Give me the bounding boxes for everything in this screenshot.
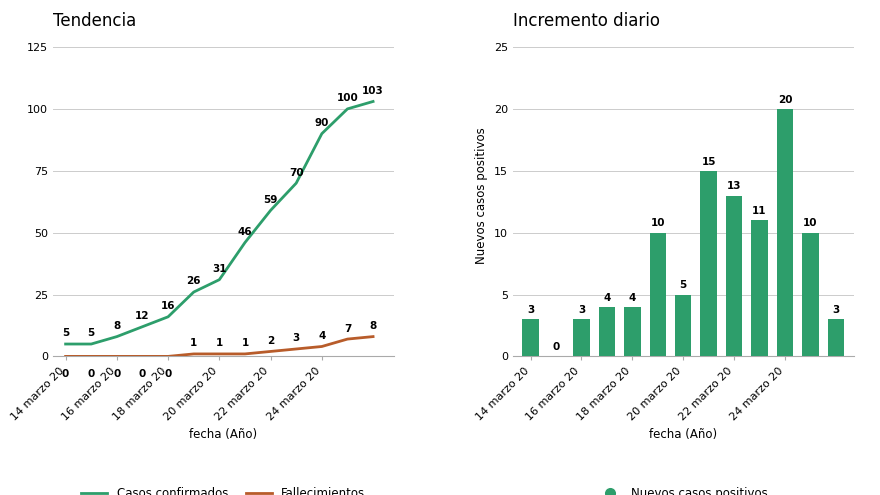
Text: 8: 8 — [370, 321, 377, 331]
Text: 1: 1 — [216, 339, 223, 348]
Text: 11: 11 — [752, 206, 766, 216]
Bar — [675, 295, 692, 356]
Text: 5: 5 — [679, 280, 687, 291]
Bar — [777, 109, 793, 356]
Text: 26: 26 — [187, 277, 201, 287]
Legend: Nuevos casos positivos: Nuevos casos positivos — [594, 483, 773, 495]
Text: 16: 16 — [161, 301, 175, 311]
Text: 0: 0 — [165, 369, 172, 379]
Text: 0: 0 — [553, 342, 560, 352]
Text: 3: 3 — [578, 305, 585, 315]
Text: 0: 0 — [88, 369, 95, 379]
Bar — [624, 307, 641, 356]
Bar — [827, 319, 844, 356]
Bar — [802, 233, 818, 356]
Legend: Casos confirmados, Fallecimientos: Casos confirmados, Fallecimientos — [77, 483, 370, 495]
Text: 1: 1 — [241, 339, 248, 348]
Bar — [573, 319, 590, 356]
Text: 90: 90 — [315, 118, 329, 128]
Text: 1: 1 — [190, 339, 197, 348]
Text: 8: 8 — [114, 321, 121, 331]
Text: 13: 13 — [727, 181, 741, 192]
Bar — [649, 233, 666, 356]
Text: 59: 59 — [263, 195, 278, 205]
Text: 2: 2 — [267, 336, 275, 346]
Text: 12: 12 — [136, 311, 150, 321]
Text: 31: 31 — [212, 264, 226, 274]
Text: 5: 5 — [62, 329, 70, 339]
Bar — [700, 171, 717, 356]
Text: 100: 100 — [336, 94, 358, 103]
X-axis label: fecha (Año): fecha (Año) — [189, 428, 257, 441]
Bar — [523, 319, 539, 356]
Bar — [726, 196, 743, 356]
Text: 4: 4 — [628, 293, 636, 303]
Text: 10: 10 — [650, 218, 665, 229]
Text: 10: 10 — [803, 218, 818, 229]
Text: 15: 15 — [701, 156, 716, 167]
Text: 20: 20 — [778, 95, 792, 105]
Y-axis label: Nuevos casos positivos: Nuevos casos positivos — [475, 127, 488, 264]
X-axis label: fecha (Año): fecha (Año) — [649, 428, 717, 441]
Text: 3: 3 — [292, 334, 300, 344]
Text: 4: 4 — [319, 331, 326, 341]
Text: 0: 0 — [114, 369, 121, 379]
Text: Incremento diario: Incremento diario — [513, 12, 660, 30]
Text: 3: 3 — [832, 305, 840, 315]
Text: 3: 3 — [527, 305, 534, 315]
Text: 5: 5 — [88, 329, 95, 339]
Text: Tendencia: Tendencia — [53, 12, 136, 30]
Bar — [752, 220, 767, 356]
Text: 0: 0 — [139, 369, 146, 379]
Text: 0: 0 — [62, 369, 70, 379]
Text: 7: 7 — [344, 324, 351, 334]
Text: 4: 4 — [603, 293, 611, 303]
Text: 70: 70 — [289, 168, 304, 178]
Text: 46: 46 — [238, 227, 253, 237]
Bar — [598, 307, 615, 356]
Text: 103: 103 — [363, 86, 384, 96]
